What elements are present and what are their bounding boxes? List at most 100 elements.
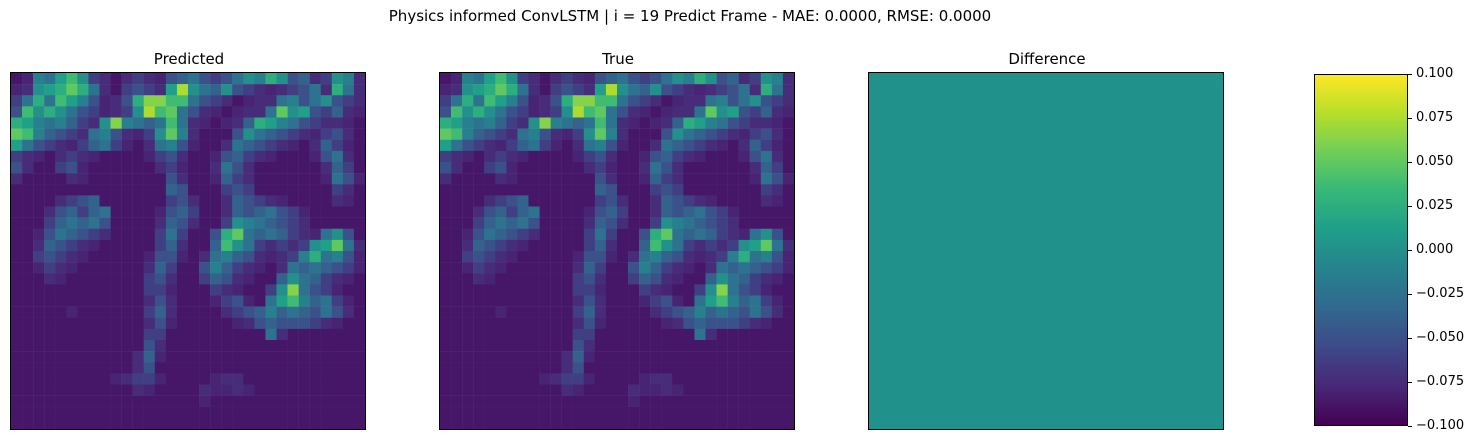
heatmap-cell bbox=[22, 195, 34, 207]
heatmap-cell bbox=[650, 417, 662, 429]
heatmap-cell bbox=[561, 206, 573, 218]
heatmap-cell bbox=[309, 295, 321, 307]
heatmap-cell bbox=[749, 340, 762, 352]
heatmap-cell bbox=[188, 206, 200, 218]
heatmap-cell bbox=[716, 95, 728, 107]
heatmap-cell bbox=[462, 317, 474, 330]
heatmap-cell bbox=[561, 284, 573, 296]
heatmap-cell bbox=[44, 228, 56, 241]
heatmap-cell bbox=[462, 128, 474, 140]
heatmap-cell bbox=[353, 106, 365, 118]
heatmap-cell bbox=[143, 406, 156, 419]
heatmap-cell bbox=[309, 351, 321, 363]
heatmap-cell bbox=[451, 139, 463, 152]
heatmap-cell bbox=[199, 128, 211, 140]
heatmap-cell bbox=[672, 284, 684, 296]
heatmap-cell bbox=[254, 373, 266, 385]
heatmap-cell bbox=[88, 162, 100, 174]
heatmap-cell bbox=[210, 206, 222, 218]
heatmap-cell bbox=[727, 362, 739, 374]
heatmap-cell bbox=[143, 228, 156, 241]
heatmap-cell bbox=[705, 106, 717, 118]
heatmap-cell bbox=[221, 150, 233, 163]
heatmap-cell bbox=[22, 273, 34, 285]
heatmap-cell bbox=[650, 150, 662, 163]
heatmap-cell bbox=[342, 84, 355, 96]
heatmap-cell bbox=[143, 328, 156, 341]
heatmap-cell bbox=[727, 317, 739, 330]
heatmap-cell bbox=[771, 362, 784, 374]
heatmap-cell bbox=[254, 162, 266, 174]
heatmap-cell bbox=[705, 295, 717, 307]
heatmap-cell bbox=[221, 273, 233, 285]
heatmap-cell bbox=[451, 162, 463, 174]
heatmap-cell bbox=[594, 384, 607, 396]
heatmap-cell bbox=[528, 206, 540, 218]
heatmap-cell bbox=[243, 95, 255, 107]
heatmap-cell bbox=[99, 206, 111, 218]
heatmap-cell bbox=[484, 417, 496, 429]
heatmap-cell bbox=[88, 262, 100, 274]
heatmap-cell bbox=[132, 328, 144, 341]
heatmap-cell bbox=[121, 95, 133, 107]
heatmap-cell bbox=[506, 106, 518, 118]
heatmap-cell bbox=[66, 273, 78, 285]
heatmap-cell bbox=[265, 228, 277, 241]
heatmap-cell bbox=[661, 295, 673, 307]
heatmap-cell bbox=[298, 406, 310, 419]
heatmap-cell bbox=[265, 395, 277, 407]
heatmap-cell bbox=[55, 106, 67, 118]
heatmap-cell bbox=[121, 117, 133, 129]
heatmap-cell bbox=[331, 173, 344, 185]
heatmap-cell bbox=[276, 195, 288, 207]
heatmap-cell bbox=[528, 239, 540, 252]
heatmap-cell bbox=[254, 273, 266, 285]
heatmap-cell bbox=[760, 306, 773, 318]
heatmap-cell bbox=[287, 206, 299, 218]
heatmap-cell bbox=[517, 340, 529, 352]
heatmap-cell bbox=[353, 351, 365, 363]
heatmap-cell bbox=[132, 395, 144, 407]
heatmap-cell bbox=[760, 273, 773, 285]
heatmap-cell bbox=[628, 373, 640, 385]
heatmap-cell bbox=[506, 373, 518, 385]
heatmap-cell bbox=[11, 228, 23, 241]
heatmap-cell bbox=[506, 239, 518, 252]
heatmap-cell bbox=[232, 117, 244, 129]
heatmap-cell bbox=[331, 273, 344, 285]
heatmap-cell bbox=[243, 84, 255, 96]
heatmap-cell bbox=[176, 106, 189, 118]
heatmap-cell bbox=[254, 239, 266, 252]
heatmap-cell bbox=[287, 228, 299, 241]
heatmap-cell bbox=[11, 306, 23, 318]
heatmap-cell bbox=[154, 117, 167, 129]
heatmap-cell bbox=[683, 262, 695, 274]
heatmap-cell bbox=[661, 184, 673, 196]
heatmap-cell bbox=[462, 184, 474, 196]
heatmap-cell bbox=[342, 284, 355, 296]
heatmap-cell bbox=[154, 273, 167, 285]
heatmap-cell bbox=[22, 228, 34, 241]
heatmap-cell bbox=[749, 328, 762, 341]
heatmap-cell bbox=[99, 239, 111, 252]
heatmap-cell bbox=[353, 173, 365, 185]
heatmap-cell bbox=[353, 417, 365, 429]
heatmap-cell bbox=[232, 273, 244, 285]
heatmap-cell bbox=[561, 150, 573, 163]
heatmap-cell bbox=[462, 273, 474, 285]
heatmap-cell bbox=[716, 239, 728, 252]
heatmap-cell bbox=[605, 162, 618, 174]
heatmap-cell bbox=[517, 317, 529, 330]
heatmap-cell bbox=[353, 317, 365, 330]
heatmap-cell bbox=[771, 328, 784, 341]
heatmap-cell bbox=[473, 295, 485, 307]
heatmap-cell bbox=[583, 95, 596, 107]
heatmap-cell bbox=[539, 184, 551, 196]
heatmap-cell bbox=[605, 139, 618, 152]
heatmap-cell bbox=[473, 206, 485, 218]
heatmap-cell bbox=[694, 95, 706, 107]
heatmap-cell bbox=[617, 317, 629, 330]
heatmap-cell bbox=[694, 295, 706, 307]
heatmap-cell bbox=[517, 73, 529, 85]
heatmap-cell bbox=[44, 73, 56, 85]
